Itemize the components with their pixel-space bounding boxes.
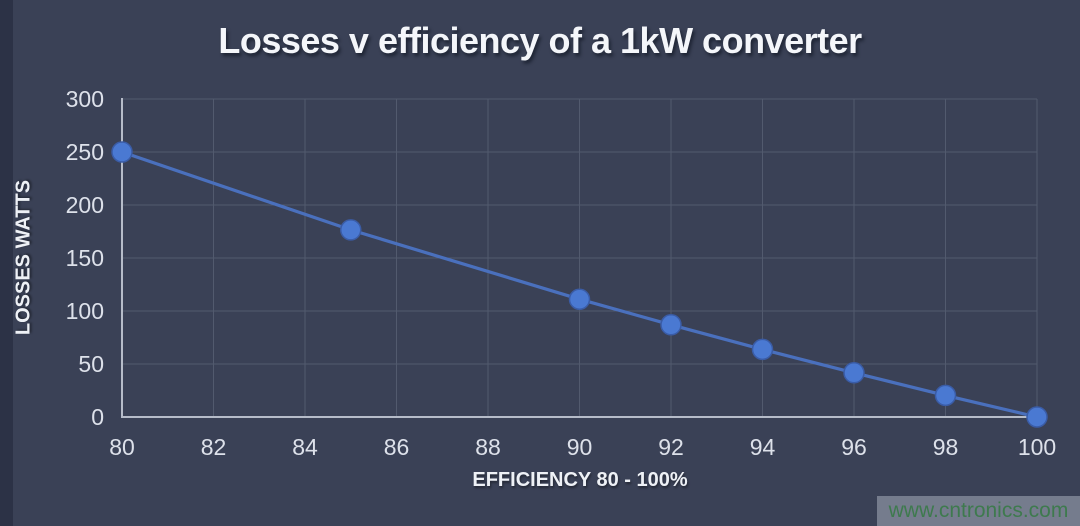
data-point-marker bbox=[340, 219, 362, 241]
y-tick-label: 50 bbox=[78, 351, 104, 377]
x-tick-label: 80 bbox=[109, 434, 135, 460]
y-tick-label: 0 bbox=[91, 404, 104, 430]
data-point-marker bbox=[1026, 406, 1048, 428]
x-tick-label: 86 bbox=[384, 434, 410, 460]
y-axis-title: LOSSES WATTS bbox=[12, 179, 35, 336]
series-line-losses bbox=[120, 150, 1039, 419]
data-point-marker bbox=[568, 288, 591, 310]
data-point-marker bbox=[934, 384, 957, 407]
y-tick-label: 100 bbox=[66, 298, 104, 324]
data-point-marker bbox=[751, 338, 774, 361]
data-point-marker bbox=[843, 362, 865, 384]
data-point-marker bbox=[660, 314, 682, 336]
x-tick-label: 98 bbox=[933, 434, 959, 460]
data-point-marker bbox=[111, 141, 133, 163]
y-tick-label: 250 bbox=[66, 139, 104, 165]
x-tick-label: 88 bbox=[475, 434, 501, 460]
x-tick-label: 92 bbox=[658, 434, 684, 460]
x-tick-label: 100 bbox=[1018, 434, 1056, 460]
x-axis-title: EFFICIENCY 80 - 100% bbox=[472, 469, 688, 491]
y-tick-label: 200 bbox=[66, 192, 104, 218]
x-tick-label: 84 bbox=[292, 434, 318, 460]
x-tick-label: 94 bbox=[750, 434, 776, 460]
x-tick-label: 82 bbox=[201, 434, 227, 460]
y-tick-label: 150 bbox=[66, 245, 104, 271]
y-tick-label: 300 bbox=[66, 86, 104, 112]
x-tick-label: 96 bbox=[841, 434, 867, 460]
watermark-banner: www.cntronics.com bbox=[877, 496, 1080, 526]
chart-title: Losses v efficiency of a 1kW converter bbox=[218, 20, 862, 61]
watermark-text: www.cntronics.com bbox=[888, 499, 1069, 522]
x-tick-label: 90 bbox=[567, 434, 593, 460]
left-edge-strip bbox=[0, 0, 13, 526]
